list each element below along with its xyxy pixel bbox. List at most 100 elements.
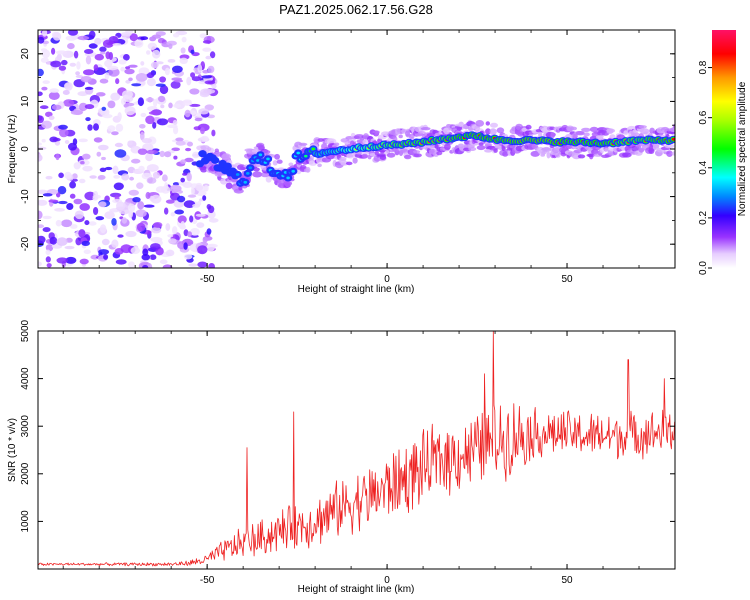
noise-blob [41, 86, 48, 91]
noise-blob [137, 97, 144, 107]
ridge-halo [521, 127, 528, 132]
noise-blob [168, 238, 177, 244]
noise-blob [145, 153, 154, 162]
y-tick-label: 20 [20, 48, 31, 60]
noise-blob [101, 156, 106, 161]
noise-blob [89, 175, 97, 179]
noise-blob [206, 228, 212, 235]
noise-blob [85, 55, 92, 65]
noise-blob [84, 49, 94, 54]
noise-blob [45, 249, 51, 256]
noise-blob [130, 246, 141, 255]
noise-blob [40, 57, 49, 63]
noise-blob [204, 80, 216, 85]
ridge-halo [575, 131, 585, 136]
noise-blob [200, 135, 209, 142]
ridge-halo [252, 171, 263, 178]
noise-blob [145, 115, 155, 125]
noise-blob [78, 102, 88, 112]
noise-blob [38, 189, 48, 194]
noise-blob [180, 159, 187, 164]
noise-blob [162, 264, 173, 268]
noise-blob [64, 140, 70, 144]
noise-blob [182, 172, 188, 176]
noise-blob [138, 67, 150, 75]
noise-blob [58, 124, 68, 130]
noise-blob [48, 91, 60, 101]
noise-blob [186, 172, 192, 182]
ridge-halo [530, 150, 540, 157]
noise-blob [142, 265, 149, 268]
noise-blob [159, 85, 169, 95]
ridge-halo [398, 134, 403, 139]
ridge-halo [386, 152, 396, 158]
noise-blob [58, 172, 64, 179]
ridge-halo [346, 153, 355, 159]
noise-blob [187, 194, 197, 198]
noise-blob [99, 224, 107, 234]
noise-blob [174, 209, 184, 215]
noise-blob [128, 64, 138, 68]
noise-blob [159, 150, 165, 158]
noise-blob [68, 142, 77, 151]
ridge-halo [361, 153, 369, 159]
noise-blob [99, 51, 106, 55]
noise-blob [128, 189, 139, 196]
noise-blob [179, 57, 188, 64]
noise-blob [48, 199, 59, 203]
x-tick-label: 0 [384, 274, 390, 285]
noise-blob [173, 126, 179, 135]
ridge-halo [352, 157, 358, 164]
y-tick-label: 5000 [20, 319, 31, 342]
ridge-halo [434, 143, 439, 149]
noise-blob [79, 258, 89, 265]
ridge-blob [198, 150, 207, 158]
ridge-blob [266, 157, 270, 161]
noise-blob [98, 249, 110, 255]
noise-blob [113, 182, 124, 191]
noise-blob [48, 115, 55, 121]
ridge-halo [317, 163, 322, 168]
colorbar-tick-label: 0.0 [698, 261, 709, 275]
ridge-halo [420, 127, 431, 131]
noise-blob [111, 239, 119, 248]
noise-blob [150, 61, 159, 69]
noise-blob [192, 203, 201, 208]
noise-blob [58, 200, 68, 205]
noise-blob [38, 36, 45, 44]
noise-blob [208, 263, 215, 268]
ridge-halo [436, 151, 443, 156]
noise-blob [183, 242, 188, 250]
noise-blob [136, 222, 146, 232]
ridge-halo [672, 123, 675, 129]
colorbar-gradient [712, 30, 736, 268]
noise-blob [147, 42, 157, 50]
ridge-halo [444, 143, 451, 150]
noise-blob [38, 142, 42, 146]
ridge-halo [664, 143, 675, 149]
ridge-halo [599, 147, 605, 154]
noise-blob [170, 81, 181, 89]
noise-blob [70, 224, 78, 229]
ridge-halo [490, 122, 498, 128]
noise-blob [111, 218, 117, 226]
ridge-halo [606, 128, 614, 135]
noise-blob [92, 196, 98, 201]
ridge-halo [638, 125, 647, 129]
noise-blob [99, 167, 107, 172]
noise-blob [61, 219, 73, 228]
noise-blob [107, 125, 116, 132]
ridge-halo [238, 186, 243, 191]
noise-blob [56, 257, 68, 264]
noise-blob [42, 227, 51, 233]
noise-blob [137, 201, 145, 210]
noise-blob [167, 234, 174, 238]
colorbar-tick-label: 0.2 [698, 211, 709, 225]
noise-blob [191, 76, 202, 82]
noise-blob [202, 236, 208, 243]
noise-blob [93, 207, 99, 215]
ridge-halo [207, 147, 212, 151]
noise-blob [187, 231, 193, 238]
noise-blob [93, 123, 99, 131]
